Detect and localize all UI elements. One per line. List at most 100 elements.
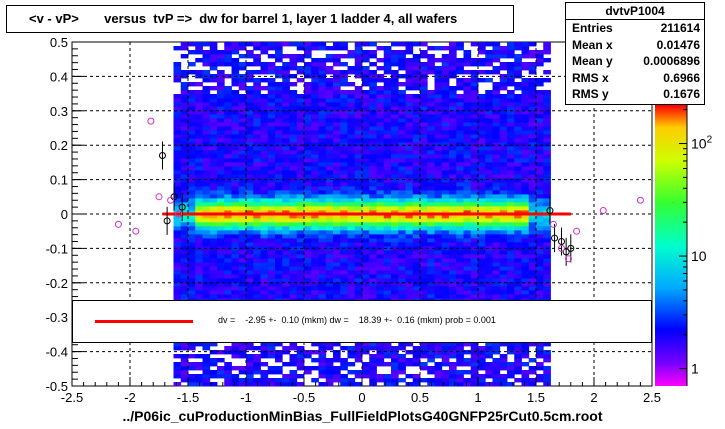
- heatmap-cell: [507, 258, 515, 263]
- heatmap-cell: [347, 242, 356, 247]
- heatmap-cell: [427, 162, 435, 167]
- heatmap-cell: [434, 110, 443, 115]
- heatmap-cell: [217, 90, 225, 95]
- heatmap-cell: [507, 362, 515, 367]
- heatmap-cell: [260, 282, 269, 287]
- heatmap-cell: [275, 254, 283, 259]
- heatmap-cell: [202, 366, 211, 371]
- heatmap-cell: [536, 50, 544, 55]
- heatmap-cell: [253, 258, 261, 263]
- heatmap-cell: [507, 162, 515, 167]
- heatmap-cell: [304, 50, 312, 55]
- heatmap-cell: [412, 222, 421, 227]
- heatmap-cell: [282, 250, 290, 255]
- heatmap-cell: [478, 118, 486, 123]
- heatmap-cell: [383, 274, 392, 279]
- heatmap-cell: [267, 198, 276, 203]
- heatmap-cell: [173, 266, 182, 271]
- heatmap-cell: [369, 382, 377, 387]
- heatmap-cell: [260, 378, 269, 383]
- heatmap-cell: [536, 362, 544, 367]
- heatmap-cell: [369, 226, 377, 231]
- heatmap-cell: [507, 222, 515, 227]
- heatmap-cell: [318, 270, 327, 275]
- heatmap-cell: [311, 122, 319, 127]
- heatmap-cell: [282, 282, 290, 287]
- heatmap-cell: [427, 130, 435, 135]
- heatmap-cell: [391, 142, 399, 147]
- heatmap-cell: [485, 346, 493, 351]
- heatmap-cell: [347, 106, 356, 111]
- heatmap-cell: [456, 190, 464, 195]
- heatmap-cell: [376, 242, 385, 247]
- heatmap-cell: [485, 130, 493, 135]
- heatmap-cell: [412, 350, 421, 355]
- heatmap-cell: [463, 222, 472, 227]
- heatmap-cell: [224, 182, 232, 187]
- heatmap-cell: [180, 174, 189, 179]
- heatmap-cell: [238, 138, 247, 143]
- heatmap-cell: [354, 266, 363, 271]
- heatmap-cell: [209, 122, 218, 127]
- heatmap-cell: [173, 162, 182, 167]
- heatmap-cell: [289, 158, 298, 163]
- heatmap-cell: [391, 170, 399, 175]
- heatmap-cell: [514, 366, 522, 371]
- heatmap-cell: [528, 198, 537, 203]
- heatmap-cell: [289, 206, 298, 211]
- heatmap-cell: [340, 382, 348, 387]
- heatmap-cell: [289, 370, 298, 375]
- heatmap-cell: [304, 158, 312, 163]
- heatmap-cell: [318, 286, 327, 291]
- heatmap-cell: [267, 202, 276, 207]
- heatmap-cell: [246, 50, 254, 55]
- heatmap-cell: [260, 294, 269, 299]
- heatmap-cell: [217, 286, 225, 291]
- heatmap-cell: [420, 114, 428, 119]
- heatmap-cell: [260, 126, 269, 131]
- heatmap-cell: [195, 222, 203, 227]
- heatmap-cell: [246, 162, 254, 167]
- heatmap-cell: [224, 146, 232, 151]
- heatmap-cell: [173, 278, 182, 283]
- heatmap-cell: [195, 186, 203, 191]
- heatmap-cell: [369, 134, 377, 139]
- heatmap-cell: [543, 146, 551, 151]
- heatmap-cell: [434, 282, 443, 287]
- heatmap-cell: [231, 154, 240, 159]
- heatmap-cell: [398, 94, 406, 99]
- heatmap-cell: [536, 110, 544, 115]
- heatmap-cell: [333, 354, 341, 359]
- heatmap-cell: [304, 142, 312, 147]
- heatmap-cell: [246, 290, 254, 295]
- heatmap-cell: [224, 166, 232, 171]
- heatmap-cell: [354, 374, 363, 379]
- heatmap-cell: [514, 54, 522, 59]
- heatmap-cell: [253, 94, 261, 99]
- heatmap-cell: [180, 278, 189, 283]
- heatmap-cell: [267, 170, 276, 175]
- heatmap-cell: [485, 126, 493, 131]
- heatmap-cell: [369, 126, 377, 131]
- heatmap-cell: [253, 110, 261, 115]
- heatmap-cell: [470, 374, 479, 379]
- heatmap-cell: [362, 150, 370, 155]
- heatmap-cell: [275, 146, 283, 151]
- heatmap-cell: [492, 262, 501, 267]
- heatmap-cell: [449, 46, 457, 51]
- heatmap-cell: [536, 202, 544, 207]
- heatmap-cell: [246, 354, 254, 359]
- heatmap-cell: [246, 126, 254, 131]
- heatmap-cell: [267, 290, 276, 295]
- heatmap-cell: [398, 102, 406, 107]
- heatmap-cell: [485, 114, 493, 119]
- heatmap-cell: [195, 130, 203, 135]
- heatmap-cell: [492, 250, 501, 255]
- heatmap-cell: [514, 190, 522, 195]
- heatmap-cell: [536, 142, 544, 147]
- heatmap-cell: [217, 170, 225, 175]
- heatmap-cell: [463, 274, 472, 279]
- heatmap-cell: [362, 350, 370, 355]
- heatmap-cell: [383, 134, 392, 139]
- heatmap-cell: [449, 202, 457, 207]
